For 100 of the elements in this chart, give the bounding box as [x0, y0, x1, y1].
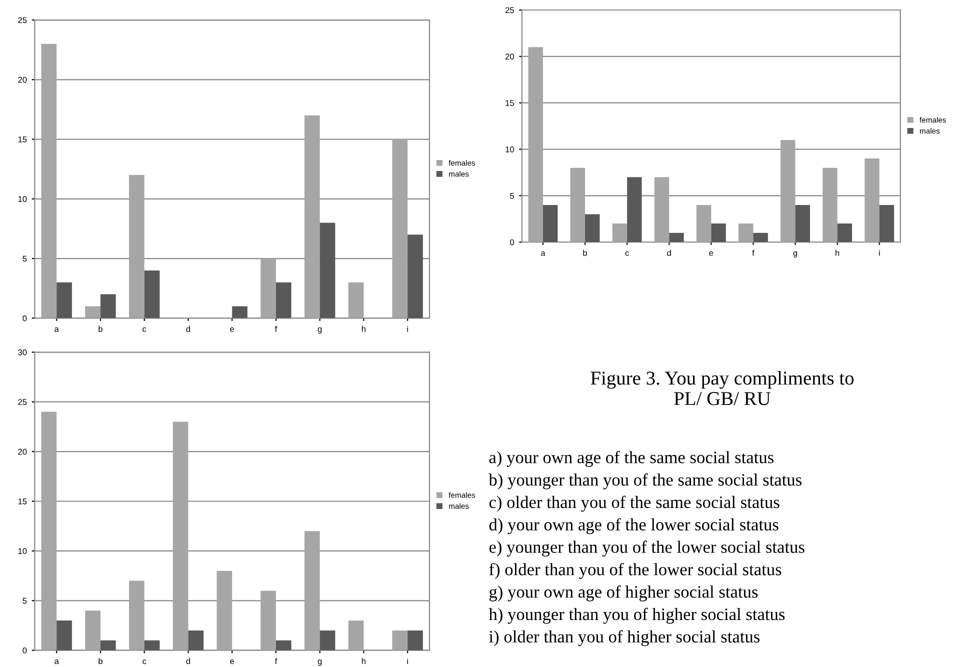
y-tick-label: 10: [18, 548, 27, 554]
bar: [100, 294, 116, 318]
text: b) younger than you of the same social status: [488, 473, 802, 490]
bar: [392, 139, 408, 318]
text: h) younger than you of higher social status: [488, 608, 785, 624]
y-tick-label: 25: [18, 17, 27, 24]
text: d) your own age of the lower social status: [489, 518, 778, 534]
y-tick-label: 20: [18, 76, 27, 83]
bar: [837, 224, 852, 242]
bar: [41, 44, 57, 318]
x-tick-label: h: [362, 326, 366, 332]
y-tick-label: 0: [22, 648, 27, 654]
text: g) your own age of higher social status: [489, 585, 758, 602]
x-tick-label: g: [318, 327, 322, 334]
x-tick-label: c: [625, 251, 629, 256]
y-tick-label: 0: [22, 315, 27, 322]
bar: [56, 620, 72, 650]
bar: [85, 306, 100, 318]
y-tick-label: 15: [18, 498, 27, 504]
y-tick-label: 5: [22, 256, 27, 262]
y-tick-label: 25: [18, 399, 27, 405]
bar: [128, 580, 144, 650]
bar: [56, 282, 72, 318]
bar: [276, 282, 292, 318]
bar: [232, 306, 248, 318]
text: c) older than you of the same social status: [489, 496, 780, 512]
bar: [612, 224, 628, 242]
y-tick-label: 0: [510, 239, 514, 246]
x-tick-label: b: [98, 658, 102, 664]
x-tick-label: b: [98, 326, 102, 332]
bar: [348, 282, 364, 318]
x-tick-label: g: [793, 251, 798, 258]
bar: [188, 630, 204, 650]
text: i) older than you of higher social status: [489, 630, 760, 646]
bar: [408, 630, 423, 650]
bar: [879, 204, 894, 242]
y-tick-label: 15: [506, 100, 514, 106]
y-tick-label: 5: [510, 192, 514, 199]
x-tick-label: i: [407, 326, 408, 332]
x-tick-label: i: [407, 658, 408, 664]
bar: [276, 640, 292, 650]
x-tick-label: b: [583, 250, 587, 256]
x-tick-label: c: [142, 660, 146, 664]
bar: [172, 422, 188, 650]
text: Figure 3. You pay compliments to PL/ GB/ RU: [590, 371, 854, 406]
x-tick-label: a: [541, 251, 546, 256]
x-tick-label: f: [274, 326, 278, 332]
x-tick-label: f: [274, 658, 278, 664]
x-tick-label: c: [142, 327, 146, 332]
bar: [304, 115, 320, 318]
y-tick-label: 10: [18, 196, 27, 202]
bar: [542, 204, 558, 242]
y-tick-label: 5: [22, 598, 27, 604]
bar: [320, 222, 336, 318]
bar: [780, 140, 796, 242]
bar: [627, 177, 642, 242]
bar: [528, 47, 543, 242]
y-tick-label: 10: [506, 146, 514, 152]
bar: [100, 640, 116, 650]
x-tick-label: e: [230, 660, 234, 664]
y-tick-label: 20: [505, 54, 514, 60]
bar: [392, 630, 408, 650]
bar: [85, 610, 100, 650]
bar: [795, 204, 810, 242]
x-tick-label: d: [186, 326, 190, 332]
bar: [348, 620, 364, 650]
bar: [144, 640, 160, 650]
bar: [711, 224, 726, 242]
bar: [864, 158, 880, 242]
x-tick-label: a: [54, 327, 59, 332]
x-tick-label: g: [318, 660, 322, 666]
y-tick-label: 30: [18, 349, 27, 356]
bar: [128, 175, 144, 318]
bar: [822, 168, 838, 242]
bar: [570, 168, 586, 242]
x-tick-label: e: [230, 327, 234, 332]
bar: [585, 214, 600, 242]
y-tick-label: 15: [18, 136, 27, 142]
bar: [320, 630, 336, 650]
x-tick-label: d: [186, 658, 190, 664]
y-tick-label: 25: [505, 7, 514, 14]
text: a) your own age of the same social status: [489, 450, 774, 467]
bar: [654, 177, 670, 242]
x-tick-label: a: [54, 660, 59, 664]
y-tick-label: 20: [18, 448, 27, 455]
bar: [41, 412, 57, 650]
bar: [144, 270, 160, 318]
bar: [669, 232, 684, 242]
x-tick-label: h: [362, 658, 366, 664]
bar: [753, 232, 768, 242]
bar: [216, 570, 232, 650]
bar: [738, 224, 754, 242]
bar: [696, 204, 712, 242]
bar: [260, 590, 276, 650]
bar: [408, 234, 423, 318]
bar: [304, 531, 320, 650]
x-tick-label: h: [836, 250, 840, 256]
x-tick-label: d: [667, 250, 671, 256]
text: f) older than you of the lower social status: [489, 562, 782, 579]
x-tick-label: i: [879, 250, 880, 256]
